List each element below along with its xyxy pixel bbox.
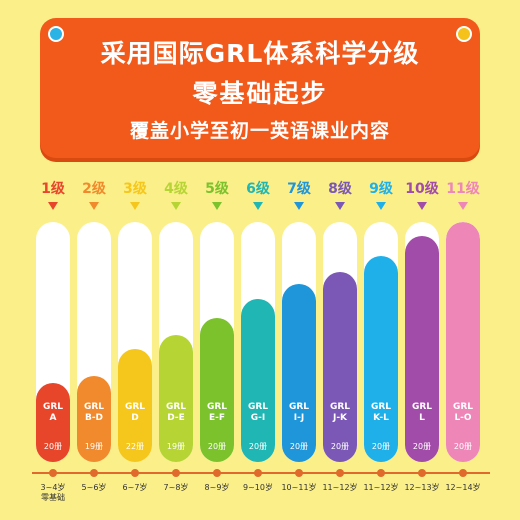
age-range: 9~10岁 — [243, 483, 273, 492]
level-marker-icon — [458, 202, 468, 210]
level-label: 10级 — [405, 181, 439, 197]
grl-label: GRL D-E — [165, 402, 187, 423]
age-range: 11~12岁 — [363, 483, 399, 492]
grl-label: GRL E-F — [206, 402, 228, 423]
grl-label: GRL I-J — [288, 402, 310, 423]
level-marker-icon — [417, 202, 427, 210]
level-column: GRL E-F 20册 — [200, 222, 234, 462]
age-timeline — [32, 472, 490, 474]
level-column: GRL B-D 19册 — [77, 222, 111, 462]
level-column: GRL G-I 20册 — [241, 222, 275, 462]
level-marker-icon — [48, 202, 58, 210]
level-label: 2级 — [82, 181, 106, 197]
age-range: 12~14岁 — [445, 483, 481, 492]
grl-label: GRL D — [124, 402, 146, 423]
level-marker-icon — [294, 202, 304, 210]
level-column: GRL L-O 20册 — [446, 222, 480, 462]
level-bar-fill: GRL L 20册 — [405, 236, 439, 462]
level-label: 5级 — [205, 181, 229, 197]
decor-dot — [456, 26, 472, 42]
level-label: 8级 — [328, 181, 352, 197]
level-label: 1级 — [41, 181, 65, 197]
grl-label: GRL L-O — [452, 402, 474, 423]
level-marker-icon — [212, 202, 222, 210]
volume-count: 20册 — [289, 442, 309, 451]
level-label: 7级 — [287, 181, 311, 197]
decor-dot — [48, 26, 64, 42]
volume-count: 19册 — [84, 442, 104, 451]
volume-count: 20册 — [207, 442, 227, 451]
level-marker-icon — [130, 202, 140, 210]
grl-label: GRL G-I — [247, 402, 269, 423]
level-bar-fill: GRL A 20册 — [36, 382, 70, 462]
level-label: 4级 — [164, 181, 188, 197]
level-label: 9级 — [369, 181, 393, 197]
banner-title: 采用国际GRL体系科学分级 — [100, 39, 420, 68]
age-range: 11~12岁 — [322, 483, 358, 492]
age-range: 8~9岁 — [204, 483, 230, 492]
grl-label: GRL A — [42, 402, 64, 423]
level-bar-fill: GRL J-K 20册 — [323, 272, 357, 462]
level-label: 3级 — [123, 181, 147, 197]
volume-count: 20册 — [453, 442, 473, 451]
age-range: 12~13岁 — [404, 483, 440, 492]
level-column: GRL K-L 20册 — [364, 222, 398, 462]
level-marker-icon — [335, 202, 345, 210]
age-range: 5~6岁 — [81, 483, 107, 492]
level-bar-fill: GRL G-I 20册 — [241, 298, 275, 462]
level-bar-fill: GRL D-E 19册 — [159, 334, 193, 462]
level-bar-fill: GRL B-D 19册 — [77, 375, 111, 462]
grl-label: GRL K-L — [370, 402, 392, 423]
level-label: 11级 — [446, 181, 480, 197]
level-column: GRL J-K 20册 — [323, 222, 357, 462]
age-range: 10~11岁 — [281, 483, 317, 492]
level-column: GRL A 20册 — [36, 222, 70, 462]
level-bar-fill: GRL L-O 20册 — [446, 222, 480, 462]
age-range: 6~7岁 — [122, 483, 148, 492]
grl-label: GRL J-K — [329, 402, 351, 423]
level-marker-icon — [376, 202, 386, 210]
level-bar-fill: GRL I-J 20册 — [282, 284, 316, 462]
level-marker-icon — [253, 202, 263, 210]
level-column: GRL D-E 19册 — [159, 222, 193, 462]
volume-count: 20册 — [330, 442, 350, 451]
banner-tagline: 覆盖小学至初一英语课业内容 — [129, 120, 390, 142]
volume-count: 20册 — [248, 442, 268, 451]
level-column: GRL L 20册 — [405, 222, 439, 462]
level-column: GRL I-J 20册 — [282, 222, 316, 462]
grl-label: GRL B-D — [83, 402, 105, 423]
volume-count: 22册 — [125, 442, 145, 451]
level-bar-fill: GRL D 22册 — [118, 349, 152, 462]
volume-count: 19册 — [166, 442, 186, 451]
level-marker-icon — [171, 202, 181, 210]
level-bar-fill: GRL K-L 20册 — [364, 255, 398, 462]
volume-count: 20册 — [371, 442, 391, 451]
volume-count: 20册 — [412, 442, 432, 451]
age-range: 7~8岁 — [163, 483, 189, 492]
level-bar-fill: GRL E-F 20册 — [200, 318, 234, 462]
banner: 采用国际GRL体系科学分级 零基础起步 覆盖小学至初一英语课业内容 — [40, 18, 480, 158]
age-range: 3~4岁 零基础 — [40, 483, 66, 502]
level-label: 6级 — [246, 181, 270, 197]
level-marker-icon — [89, 202, 99, 210]
banner-subtitle: 零基础起步 — [192, 79, 328, 108]
level-column: GRL D 22册 — [118, 222, 152, 462]
grl-label: GRL L — [411, 402, 433, 423]
volume-count: 20册 — [43, 442, 63, 451]
